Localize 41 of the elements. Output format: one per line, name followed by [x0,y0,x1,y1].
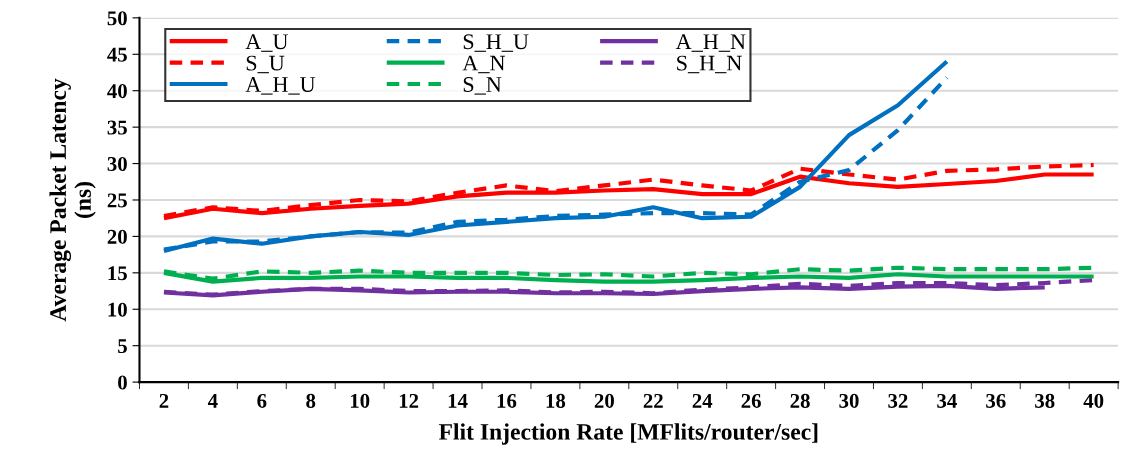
x-tick-label: 30 [839,393,859,408]
y-tick-label: 25 [107,193,127,208]
legend-label: A_H_U [245,77,316,95]
x-tick-label: 22 [643,393,663,408]
legend-label: A_U [245,34,289,52]
x-axis-title: Flit Injection Rate [MFlits/router/sec] [438,423,818,445]
x-tick-label: 18 [546,393,566,408]
x-tick-label: 26 [741,393,761,408]
y-tick-label: 40 [107,84,127,99]
x-tick-label: 10 [350,393,370,408]
y-tick-label: 50 [107,11,127,26]
x-tick-label: 14 [448,393,468,408]
x-tick-label: 6 [257,393,267,408]
x-tick-label: 38 [1035,393,1055,408]
y-tick-label: 0 [118,375,127,390]
legend-label: A_H_N [675,34,746,52]
legend-label: S_H_N [677,55,742,74]
x-tick-label: 8 [306,393,316,408]
x-tick-label: 40 [1083,393,1104,408]
x-tick-label: 24 [692,393,713,408]
y-tick-label: 20 [107,229,127,244]
x-tick-label: 34 [937,393,957,408]
x-tick-label: 36 [986,393,1006,408]
legend-label: S_N [463,77,502,95]
y-tick-label: 5 [118,339,127,354]
legend-label: S_H_U [463,34,529,52]
y-tick-label: 15 [108,266,127,281]
y-tick-label: 30 [107,156,127,171]
x-tick-label: 16 [497,393,517,408]
x-tick-label: 20 [594,393,614,408]
y-tick-label: 10 [108,302,127,317]
legend-label: S_U [246,55,285,74]
x-tick-label: 2 [159,393,169,408]
y-tick-label: 45 [107,47,127,62]
legend-label: A_N [462,55,505,74]
y-axis-title: Average Packet Latency (ns) [49,78,96,322]
x-tick-label: 12 [399,393,419,408]
x-tick-label: 4 [207,393,218,408]
x-tick-label: 32 [888,393,908,408]
x-tick-label: 28 [790,393,810,408]
y-tick-label: 35 [107,120,127,135]
